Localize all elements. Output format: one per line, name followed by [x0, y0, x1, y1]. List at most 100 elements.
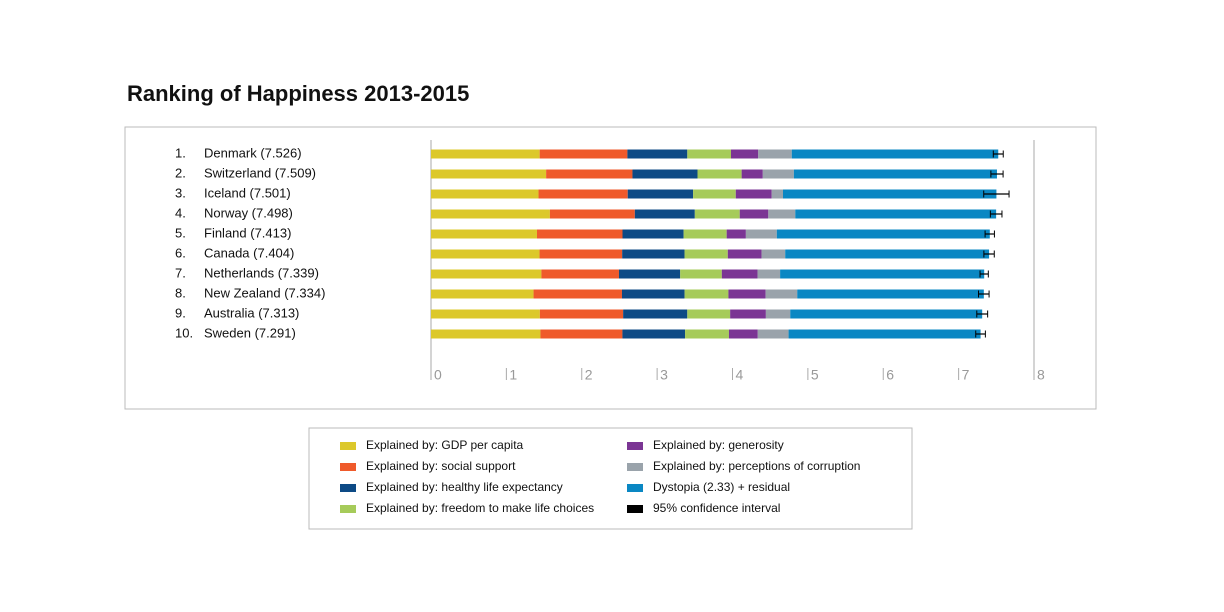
bar-segment	[797, 289, 984, 299]
bar-segment	[634, 209, 695, 219]
x-tick-label: 3	[660, 367, 668, 383]
category-label: Australia (7.313)	[204, 305, 299, 320]
bar-segment	[739, 209, 769, 219]
legend-swatch	[627, 442, 643, 450]
rank-label: 8.	[175, 285, 186, 300]
bar-segment	[783, 189, 997, 199]
x-tick-label: 7	[962, 367, 970, 383]
bar-segment	[680, 269, 722, 279]
bar-segment	[685, 329, 729, 339]
bar-segment	[697, 169, 742, 179]
bar-segment	[762, 169, 794, 179]
bar-segment	[540, 329, 623, 339]
bar-segment	[791, 149, 999, 159]
legend-label: Explained by: GDP per capita	[366, 438, 524, 452]
legend-swatch	[340, 442, 356, 450]
bar-segment	[765, 289, 798, 299]
bar-segment	[538, 189, 628, 199]
rank-label: 6.	[175, 245, 186, 260]
category-label: Canada (7.404)	[204, 245, 294, 260]
bar-segment	[785, 249, 990, 259]
rank-label: 2.	[175, 165, 186, 180]
rank-label: 5.	[175, 225, 186, 240]
category-label: Finland (7.413)	[204, 225, 291, 240]
bar-segment	[728, 329, 758, 339]
bar-segment	[758, 149, 792, 159]
legend-label: Explained by: healthy life expectancy	[366, 480, 563, 494]
bar-segment	[539, 249, 623, 259]
legend-swatch	[627, 505, 643, 513]
legend-label: Explained by: perceptions of corruption	[653, 459, 860, 473]
bar-segment	[622, 229, 684, 239]
bar-segment	[757, 329, 789, 339]
bar-segment	[687, 149, 731, 159]
bar-segment	[431, 209, 550, 219]
plot-frame	[124, 126, 1097, 410]
legend-swatch	[340, 463, 356, 471]
bar-segment	[730, 149, 759, 159]
rank-label: 10.	[175, 325, 193, 340]
legend-label: 95% confidence interval	[653, 501, 780, 515]
bar-segment	[694, 209, 740, 219]
bar-segment	[745, 229, 777, 239]
bar-segment	[727, 249, 762, 259]
bar-segment	[776, 229, 990, 239]
bar-segment	[627, 189, 694, 199]
bar-segment	[684, 289, 729, 299]
legend-frame	[308, 427, 913, 530]
category-label: Denmark (7.526)	[204, 145, 302, 160]
bar-segment	[793, 169, 997, 179]
bar-segment	[721, 269, 758, 279]
bar-segment	[726, 229, 746, 239]
bar-segment	[622, 329, 686, 339]
bar-segment	[533, 289, 622, 299]
bar-segment	[684, 249, 728, 259]
bar-segment	[757, 269, 781, 279]
bar-segment	[431, 229, 537, 239]
bar-segment	[761, 249, 786, 259]
x-tick-label: 8	[1037, 367, 1045, 383]
bar-segment	[622, 249, 685, 259]
rank-label: 9.	[175, 305, 186, 320]
bar-segment	[431, 309, 540, 319]
x-tick-label: 6	[886, 367, 894, 383]
bar-segment	[431, 249, 540, 259]
x-tick-label: 5	[811, 367, 819, 383]
bar-segment	[730, 309, 766, 319]
x-tick-label: 0	[434, 367, 442, 383]
bar-segment	[431, 329, 541, 339]
rank-label: 7.	[175, 265, 186, 280]
category-label: Switzerland (7.509)	[204, 165, 316, 180]
bar-segment	[741, 169, 763, 179]
bar-segment	[790, 309, 983, 319]
bar-segment	[431, 149, 540, 159]
rank-label: 4.	[175, 205, 186, 220]
legend-label: Dystopia (2.33) + residual	[653, 480, 790, 494]
bar-segment	[768, 209, 796, 219]
bar-segment	[771, 189, 784, 199]
legend-swatch	[340, 505, 356, 513]
bar-segment	[728, 289, 766, 299]
bar-segment	[431, 189, 539, 199]
x-tick-label: 4	[736, 367, 744, 383]
bar-segment	[735, 189, 772, 199]
legend-swatch	[627, 463, 643, 471]
rank-label: 1.	[175, 145, 186, 160]
bar-segment	[536, 229, 623, 239]
bar-segment	[788, 329, 981, 339]
bar-segment	[431, 169, 547, 179]
category-label: Netherlands (7.339)	[204, 265, 319, 280]
legend-label: Explained by: generosity	[653, 438, 784, 452]
bar-segment	[621, 289, 685, 299]
bar-segment	[687, 309, 731, 319]
x-tick-label: 1	[509, 367, 517, 383]
bar-segment	[627, 149, 688, 159]
category-label: Iceland (7.501)	[204, 185, 291, 200]
category-label: Sweden (7.291)	[204, 325, 296, 340]
bar-segment	[546, 169, 633, 179]
rank-label: 3.	[175, 185, 186, 200]
bar-segment	[541, 269, 619, 279]
bar-segment	[431, 269, 542, 279]
chart-title: Ranking of Happiness 2013-2015	[127, 81, 469, 106]
